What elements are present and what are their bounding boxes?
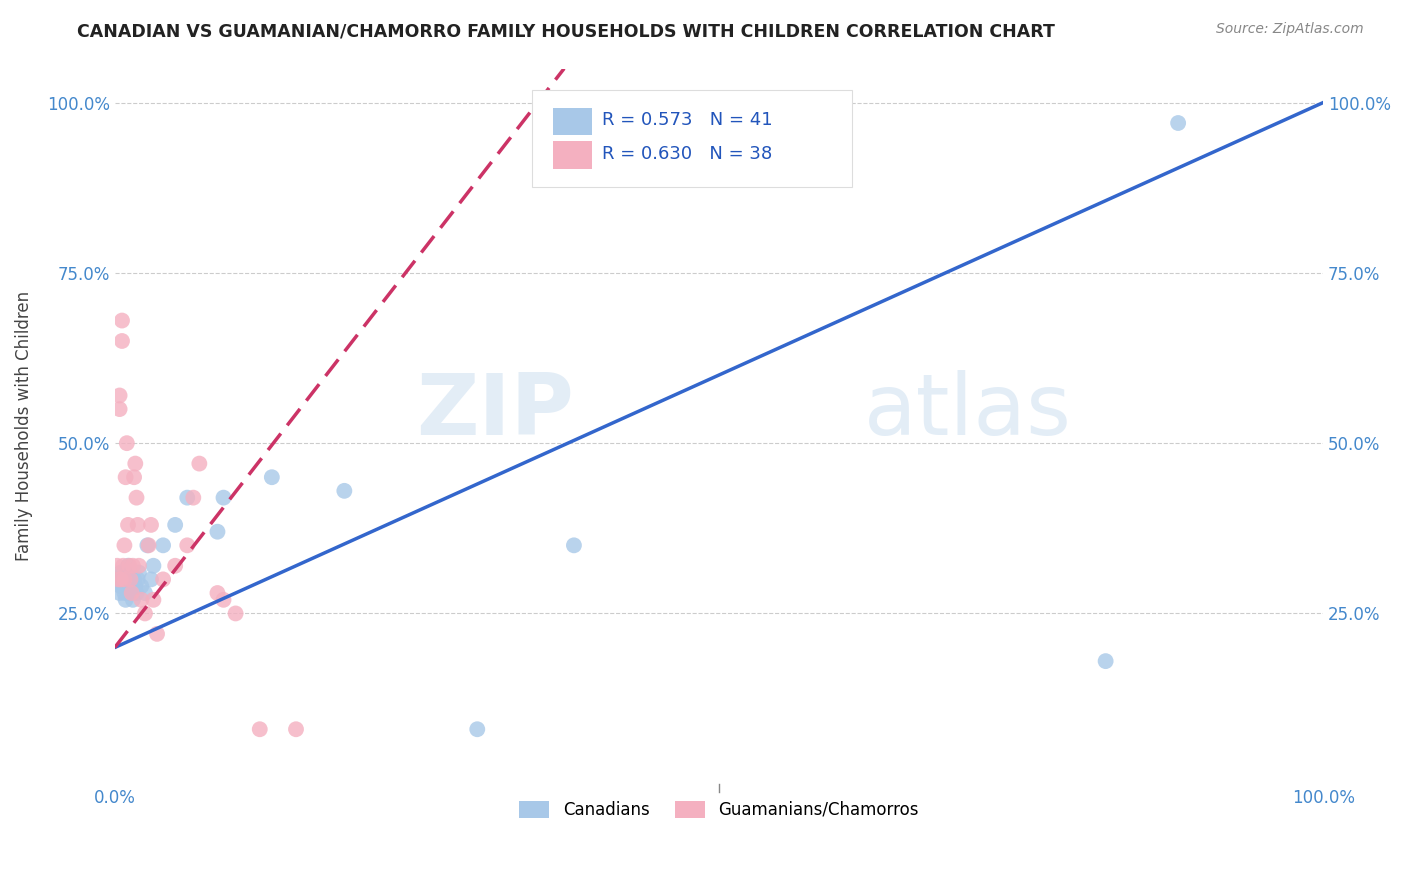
Point: [117, 579, 139, 593]
Point: [188, 457, 211, 471]
Point: [107, 573, 129, 587]
Point: [117, 558, 139, 573]
Point: [142, 558, 165, 573]
FancyBboxPatch shape: [531, 90, 852, 186]
Point: [260, 470, 283, 484]
Point: [115, 566, 138, 580]
Point: [120, 566, 142, 580]
Point: [207, 586, 229, 600]
Point: [112, 586, 135, 600]
Point: [115, 436, 138, 450]
Point: [111, 334, 134, 348]
Point: [114, 592, 136, 607]
FancyBboxPatch shape: [554, 108, 592, 135]
Point: [333, 483, 356, 498]
Point: [131, 579, 153, 593]
Point: [181, 491, 204, 505]
Point: [122, 573, 145, 587]
Point: [1167, 116, 1189, 130]
Point: [105, 558, 128, 573]
Point: [124, 579, 146, 593]
Point: [108, 586, 131, 600]
Point: [122, 558, 145, 573]
Point: [127, 573, 149, 587]
Point: [152, 538, 174, 552]
Point: [124, 457, 146, 471]
Point: [114, 470, 136, 484]
Point: [107, 573, 129, 587]
Point: [1094, 654, 1116, 668]
Point: [112, 566, 135, 580]
FancyBboxPatch shape: [554, 142, 592, 169]
Point: [212, 592, 235, 607]
Point: [176, 538, 198, 552]
Point: [115, 573, 138, 587]
Y-axis label: Family Households with Children: Family Households with Children: [15, 291, 32, 561]
Point: [134, 607, 156, 621]
Point: [285, 723, 308, 737]
Point: [112, 538, 135, 552]
Point: [127, 517, 149, 532]
Point: [146, 627, 169, 641]
Point: [142, 592, 165, 607]
Point: [122, 592, 145, 607]
Point: [139, 517, 162, 532]
Point: [118, 573, 141, 587]
Text: R = 0.630   N = 38: R = 0.630 N = 38: [602, 145, 772, 163]
Text: CANADIAN VS GUAMANIAN/CHAMORRO FAMILY HOUSEHOLDS WITH CHILDREN CORRELATION CHART: CANADIAN VS GUAMANIAN/CHAMORRO FAMILY HO…: [77, 22, 1056, 40]
Point: [562, 538, 585, 552]
Point: [139, 573, 162, 587]
Point: [118, 558, 141, 573]
Point: [121, 586, 143, 600]
Point: [111, 313, 134, 327]
Point: [249, 723, 271, 737]
Point: [207, 524, 229, 539]
Point: [212, 491, 235, 505]
Point: [131, 592, 153, 607]
Point: [110, 573, 132, 587]
Point: [110, 566, 132, 580]
Point: [114, 573, 136, 587]
Point: [128, 558, 150, 573]
Point: [110, 579, 132, 593]
Point: [112, 579, 135, 593]
Legend: Canadians, Guamanians/Chamorros: Canadians, Guamanians/Chamorros: [513, 794, 925, 825]
Text: R = 0.573   N = 41: R = 0.573 N = 41: [602, 111, 772, 129]
Point: [165, 517, 187, 532]
Point: [465, 723, 488, 737]
Point: [152, 573, 174, 587]
Point: [128, 566, 150, 580]
Point: [108, 388, 131, 402]
Point: [121, 579, 143, 593]
Point: [111, 573, 134, 587]
Point: [112, 558, 135, 573]
Point: [176, 491, 198, 505]
Point: [136, 538, 159, 552]
Point: [125, 586, 148, 600]
Point: [122, 470, 145, 484]
Point: [120, 573, 142, 587]
Point: [108, 402, 131, 417]
Point: [138, 538, 160, 552]
Point: [122, 573, 145, 587]
Point: [125, 491, 148, 505]
Point: [134, 586, 156, 600]
Point: [112, 573, 135, 587]
Point: [118, 586, 141, 600]
Point: [165, 558, 187, 573]
Text: Source: ZipAtlas.com: Source: ZipAtlas.com: [1216, 22, 1364, 37]
Point: [117, 517, 139, 532]
Text: ZIP: ZIP: [416, 370, 574, 453]
Text: atlas: atlas: [863, 370, 1071, 453]
Point: [225, 607, 247, 621]
